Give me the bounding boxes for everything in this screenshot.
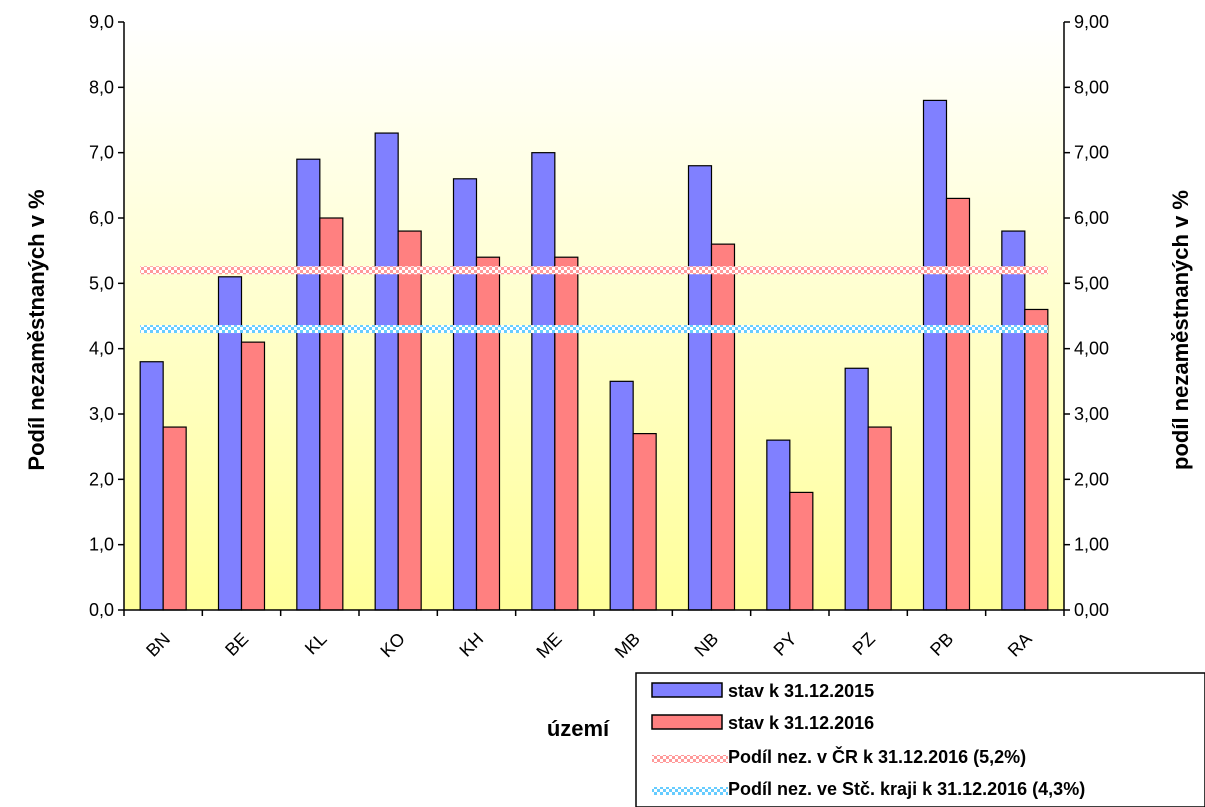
x-tick-label-kl: KL xyxy=(301,629,331,659)
bar-pz-2015 xyxy=(844,367,869,611)
bar-kl-2016 xyxy=(319,217,344,611)
x-tick-label-pb: PB xyxy=(926,629,957,660)
y-tick-label-left: 5,0 xyxy=(89,273,114,293)
x-tick-label-kh: KH xyxy=(455,629,487,661)
x-tick-label-ra: RA xyxy=(1004,629,1036,661)
bar-nb-2016 xyxy=(710,243,736,611)
legend-box xyxy=(635,672,1205,807)
bar-me-2016 xyxy=(554,256,579,611)
y-tick-label-left: 9,0 xyxy=(89,12,114,32)
reference-lines xyxy=(140,266,1048,334)
y-tick-label-right: 9,00 xyxy=(1074,12,1109,32)
bar-py-2015 xyxy=(766,439,791,611)
legend-swatch-cr-line xyxy=(652,755,728,763)
legend-label-stc-line: Podíl nez. ve Stč. kraji k 31.12.2016 (4… xyxy=(728,779,1085,799)
y-tick-label-right: 0,00 xyxy=(1074,600,1109,620)
y-tick-label-left: 8,0 xyxy=(89,77,114,97)
y-tick-label-left: 6,0 xyxy=(89,208,114,228)
x-tick-label-ko: KO xyxy=(376,629,409,662)
bar-bn-2015 xyxy=(139,361,164,611)
x-tick-label-pz: PZ xyxy=(849,629,879,659)
legend-label-2016: stav k 31.12.2016 xyxy=(728,713,874,733)
y-tick-label-right: 4,00 xyxy=(1074,339,1109,359)
y-tick-label-right: 6,00 xyxy=(1074,208,1109,228)
x-tick-label-mb: MB xyxy=(611,629,644,662)
y-tick-label-left: 3,0 xyxy=(89,404,114,424)
y-tick-label-left: 4,0 xyxy=(89,339,114,359)
y-tick-label-right: 8,00 xyxy=(1074,77,1109,97)
y-tick-label-left: 7,0 xyxy=(89,143,114,163)
legend-swatch-stc-line xyxy=(652,787,728,795)
y-tick-label-left: 1,0 xyxy=(89,535,114,555)
bar-kh-2016 xyxy=(475,256,501,611)
bar-pb-2016 xyxy=(945,197,971,611)
bar-ra-2015 xyxy=(1001,230,1026,611)
y-tick-label-right: 1,00 xyxy=(1074,535,1109,555)
legend-label-2015: stav k 31.12.2015 xyxy=(728,681,874,701)
x-axis-title: území xyxy=(547,716,610,741)
y-tick-label-right: 5,00 xyxy=(1074,273,1109,293)
x-tick-label-bn: BN xyxy=(142,629,174,661)
bar-kh-2015 xyxy=(452,178,478,611)
reference-line-stc xyxy=(140,325,1048,334)
legend-label-cr-line: Podíl nez. v ČR k 31.12.2016 (5,2%) xyxy=(728,746,1026,767)
bar-nb-2015 xyxy=(687,165,713,611)
y-tick-label-right: 2,00 xyxy=(1074,469,1109,489)
x-tick-label-py: PY xyxy=(770,629,801,660)
bar-pb-2015 xyxy=(922,99,948,611)
bar-mb-2016 xyxy=(632,433,657,611)
x-tick-label-me: ME xyxy=(532,629,565,662)
reference-line-cr xyxy=(140,266,1048,275)
x-tick-label-nb: NB xyxy=(690,629,722,661)
x-tick-label-be: BE xyxy=(221,629,252,660)
bar-ko-2015 xyxy=(374,132,399,611)
y-tick-label-right: 7,00 xyxy=(1074,143,1109,163)
y-axis-title-left: Podíl nezaměstnaných v % xyxy=(24,189,49,470)
bar-bn-2016 xyxy=(162,426,187,611)
y-tick-label-right: 3,00 xyxy=(1074,404,1109,424)
bar-pz-2016 xyxy=(867,426,892,611)
legend-swatch-2015 xyxy=(651,682,723,698)
bar-kl-2015 xyxy=(296,158,321,611)
bar-be-2016 xyxy=(240,341,266,611)
bar-ra-2016 xyxy=(1024,308,1049,611)
bar-mb-2015 xyxy=(609,380,634,611)
plot-area xyxy=(124,22,1064,610)
bar-me-2015 xyxy=(531,152,556,611)
legend-swatch-2016 xyxy=(651,714,723,730)
y-tick-label-left: 0,0 xyxy=(89,600,114,620)
legend: stav k 31.12.2015 stav k 31.12.2016 Podí… xyxy=(635,672,1205,807)
bar-ko-2016 xyxy=(397,230,422,611)
y-axis-title-right: podíl nezaměstnaných v % xyxy=(1168,190,1193,470)
bar-py-2016 xyxy=(789,491,814,611)
y-tick-label-left: 2,0 xyxy=(89,469,114,489)
axes-group xyxy=(118,21,1070,616)
